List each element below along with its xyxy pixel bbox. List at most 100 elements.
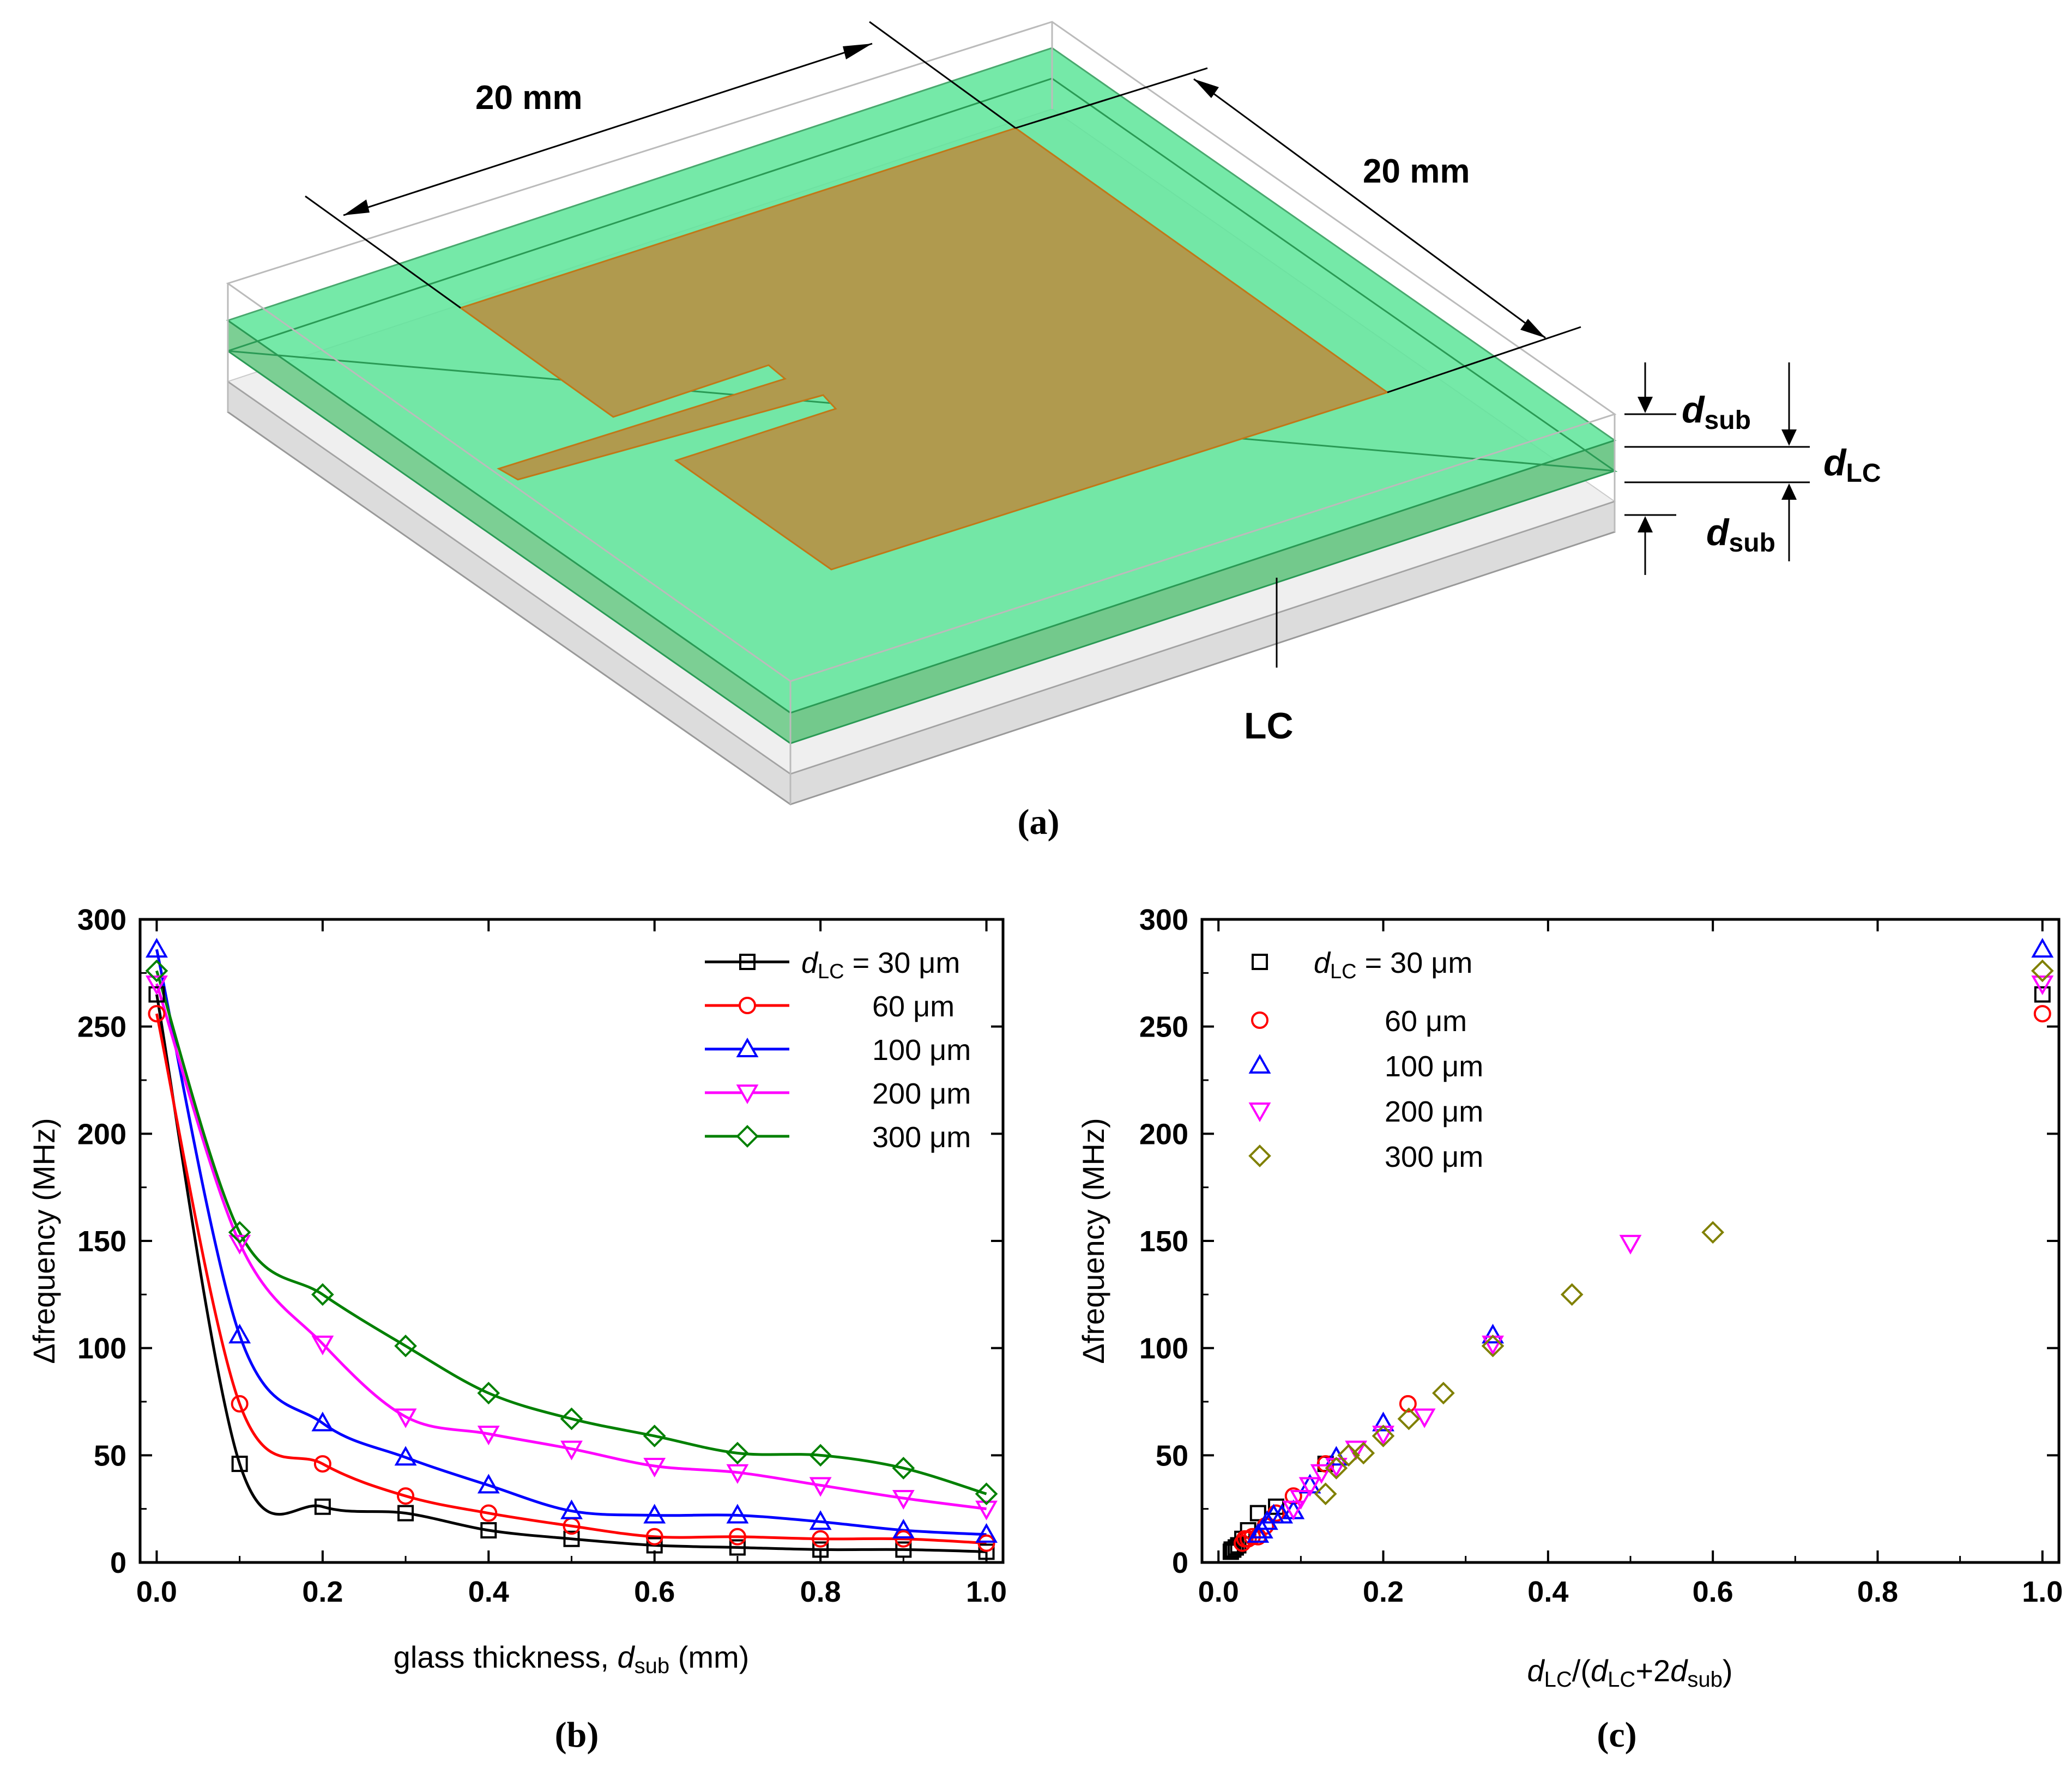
data-point-0-10 <box>1222 1543 1239 1560</box>
data-point-4-7 <box>726 1441 749 1465</box>
data-point-3-3 <box>1413 1408 1436 1428</box>
legend-label-60: 60 μm <box>1385 1005 1467 1038</box>
data-point-4-10 <box>975 1482 998 1505</box>
data-point-3-5 <box>560 1440 583 1461</box>
x-tick-label: 0.8 <box>1857 1576 1898 1608</box>
data-point-0-3 <box>397 1505 414 1522</box>
legend-label-100: 100 μm <box>872 1034 971 1067</box>
data-point-4-3 <box>1481 1334 1505 1358</box>
depth-extension-line <box>1387 326 1581 393</box>
x-tick-label: 0.6 <box>1693 1576 1733 1608</box>
depth-dimension-label: 20 mm <box>1363 153 1470 190</box>
data-point-2-2 <box>311 1411 334 1432</box>
data-point-2-8 <box>809 1510 832 1530</box>
legend-label-300: 300 μm <box>1385 1141 1483 1173</box>
data-point-0-3 <box>1249 1505 1266 1522</box>
data-point-1-9 <box>895 1530 913 1548</box>
data-point-2-7 <box>726 1504 749 1524</box>
legend-label-200: 200 μm <box>872 1077 971 1110</box>
data-point-4-4 <box>477 1382 500 1405</box>
data-point-3-9 <box>892 1490 915 1510</box>
data-point-4-1 <box>1701 1221 1724 1244</box>
chart-c-y-axis-label: Δfrequency (MHz) <box>1076 1118 1110 1364</box>
depth-extension-line <box>1015 67 1208 129</box>
chart-b-series-lines <box>155 949 987 1553</box>
data-point-3-5 <box>1345 1440 1368 1461</box>
data-point-3-3 <box>394 1408 417 1428</box>
data-point-2-10 <box>1247 1523 1270 1543</box>
depth-dimension-line <box>1193 78 1546 339</box>
data-point-0-0 <box>148 986 165 1003</box>
legend-marker-200 <box>1248 1102 1271 1123</box>
data-point-4-4 <box>1432 1382 1455 1405</box>
data-point-0-8 <box>812 1541 829 1558</box>
data-point-4-6 <box>1372 1425 1395 1447</box>
data-point-4-8 <box>809 1444 832 1467</box>
y-tick-label: 300 <box>77 904 126 936</box>
data-point-3-0 <box>146 976 168 996</box>
width-extension-line <box>869 21 1016 129</box>
data-point-0-7 <box>729 1539 746 1556</box>
data-point-3-10 <box>1282 1500 1305 1520</box>
data-point-0-6 <box>646 1537 663 1554</box>
data-point-2-1 <box>1482 1324 1505 1344</box>
series-line-1 <box>155 1013 987 1545</box>
data-point-3-4 <box>477 1426 500 1446</box>
dlc-top-arrowhead <box>1781 429 1797 446</box>
data-point-1-0 <box>148 1005 166 1023</box>
data-point-4-0 <box>145 959 168 983</box>
data-point-0-9 <box>895 1541 912 1558</box>
legend-marker-200 <box>736 1085 759 1105</box>
data-point-2-3 <box>394 1446 417 1466</box>
data-point-0-5 <box>563 1530 580 1547</box>
data-point-4-10 <box>1314 1482 1337 1505</box>
chart-c-markers <box>1222 938 2054 1560</box>
data-point-3-8 <box>1298 1477 1321 1497</box>
data-point-2-2 <box>1372 1411 1394 1432</box>
dsub-bottom-arrowhead <box>1638 516 1653 532</box>
x-tick-label: 0.2 <box>1363 1576 1404 1608</box>
chart-b-x-axis-label: glass thickness, dsub (mm) <box>394 1640 750 1678</box>
data-point-3-10 <box>975 1500 998 1520</box>
y-tick-label: 50 <box>94 1439 126 1472</box>
data-point-2-10 <box>975 1523 998 1543</box>
x-tick-label: 0.2 <box>302 1576 343 1608</box>
data-point-0-1 <box>231 1456 248 1473</box>
dsub-top-arrowhead <box>1638 397 1653 413</box>
panel-label-c: (c) <box>1597 1715 1636 1755</box>
width-dimension-label: 20 mm <box>475 79 582 117</box>
series-line-4 <box>155 970 987 1495</box>
chart-c-axes: 0.0 0.2 0.4 0.6 0.8 1.0 0 50 100 150 200 250 300 <box>1139 904 2063 1608</box>
x-tick-label: 1.0 <box>966 1576 1007 1608</box>
data-point-1-7 <box>728 1528 746 1546</box>
data-point-3-6 <box>643 1458 666 1478</box>
data-point-2-6 <box>643 1504 666 1524</box>
data-point-4-5 <box>1397 1407 1421 1431</box>
chart-b-legend: dLC = 30 μm 60 μm 100 μm 200 μm 300 μm <box>705 947 971 1154</box>
depth-arrowhead <box>1520 319 1545 338</box>
chart-c-x-axis-label: dLC/(dLC+2dsub) <box>1527 1653 1733 1692</box>
chart-b: 0.0 0.2 0.4 0.6 0.8 1.0 0 50 100 150 200 250 300 Δfr… <box>27 904 1007 1755</box>
y-tick-label: 100 <box>77 1332 126 1365</box>
series-line-2 <box>155 949 987 1536</box>
legend-marker-300 <box>1248 1144 1271 1167</box>
data-point-4-2 <box>311 1283 334 1306</box>
legend-label-300: 300 μm <box>872 1121 971 1154</box>
data-point-2-0 <box>2031 938 2054 958</box>
x-tick-label: 0.4 <box>1527 1576 1568 1608</box>
data-point-0-4 <box>480 1522 497 1538</box>
panel-label-a: (a) <box>1018 802 1060 842</box>
legend-marker-100 <box>736 1037 759 1057</box>
data-point-3-7 <box>726 1464 749 1484</box>
y-tick-label: 150 <box>1139 1225 1188 1258</box>
data-point-0-2 <box>314 1498 331 1515</box>
legend-marker-300 <box>736 1125 759 1148</box>
y-tick-label: 100 <box>1139 1332 1188 1365</box>
data-point-4-3 <box>394 1334 417 1358</box>
data-point-4-5 <box>560 1407 583 1431</box>
width-dimension-line <box>343 43 873 216</box>
data-point-1-6 <box>645 1528 663 1546</box>
chart-b-y-axis-label: Δfrequency (MHz) <box>27 1118 61 1364</box>
data-point-1-1 <box>231 1395 249 1413</box>
